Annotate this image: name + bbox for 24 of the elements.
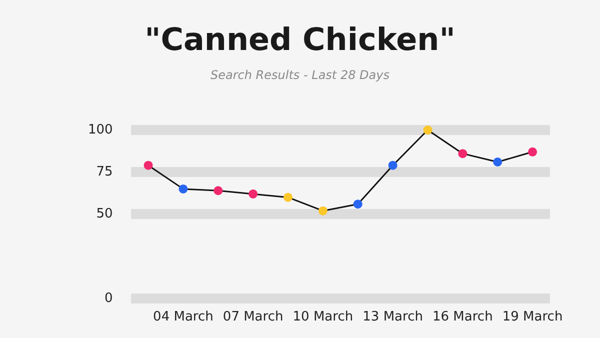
y-tick-label: 75 <box>96 164 113 180</box>
x-tick-label: 07 March <box>222 310 284 325</box>
point <box>423 126 432 134</box>
point <box>178 184 188 194</box>
point <box>214 186 223 196</box>
x-tick-label: 13 March <box>362 310 423 325</box>
chart-title: "Canned Chicken" <box>144 22 456 58</box>
point <box>353 200 362 209</box>
point <box>493 157 502 166</box>
x-tick-label: 10 March <box>292 310 354 325</box>
point <box>284 192 293 202</box>
point <box>318 206 328 216</box>
x-tick-label: 16 March <box>432 310 493 325</box>
point <box>528 147 538 156</box>
point <box>144 160 153 170</box>
y-tick-label: 0 <box>104 290 113 306</box>
point <box>388 160 398 170</box>
x-tick-label: 04 March <box>153 310 214 325</box>
x-tick-label: 19 March <box>502 310 563 325</box>
y-tick-label: 100 <box>88 122 113 138</box>
y-tick-label: 50 <box>96 206 113 222</box>
chart-subtitle: Search Results - Last 28 Days <box>210 68 390 82</box>
point <box>248 189 258 198</box>
point <box>458 149 468 158</box>
